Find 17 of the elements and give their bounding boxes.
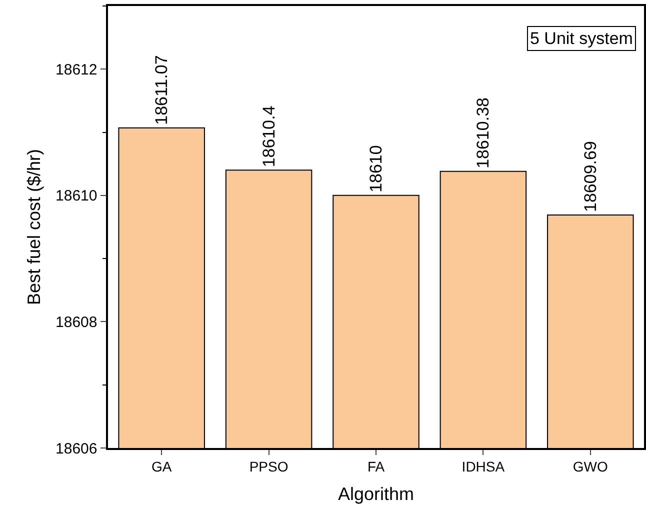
- annotation: 5 Unit system: [530, 29, 633, 48]
- y-tick-label: 18608: [56, 314, 98, 331]
- y-tick-label: 18610: [56, 188, 98, 205]
- x-tick-label: GWO: [572, 458, 608, 475]
- x-axis-title: Algorithm: [338, 484, 414, 504]
- data-label: 18610: [366, 145, 386, 192]
- data-label: 18609.69: [580, 141, 600, 212]
- data-label: 18610.4: [259, 106, 278, 168]
- x-tick-label: IDHSA: [462, 458, 506, 475]
- x-tick-label: GA: [151, 458, 172, 475]
- y-axis-title: Best fuel cost ($/hr): [24, 148, 44, 306]
- y-tick-label: 18606: [56, 440, 98, 458]
- x-tick-label: FA: [367, 458, 386, 475]
- data-label: 18611.07: [152, 55, 172, 125]
- y-tick-label: 18612: [56, 61, 98, 78]
- x-tick-label: PPSO: [249, 458, 288, 475]
- data-label: 18610.38: [474, 98, 493, 168]
